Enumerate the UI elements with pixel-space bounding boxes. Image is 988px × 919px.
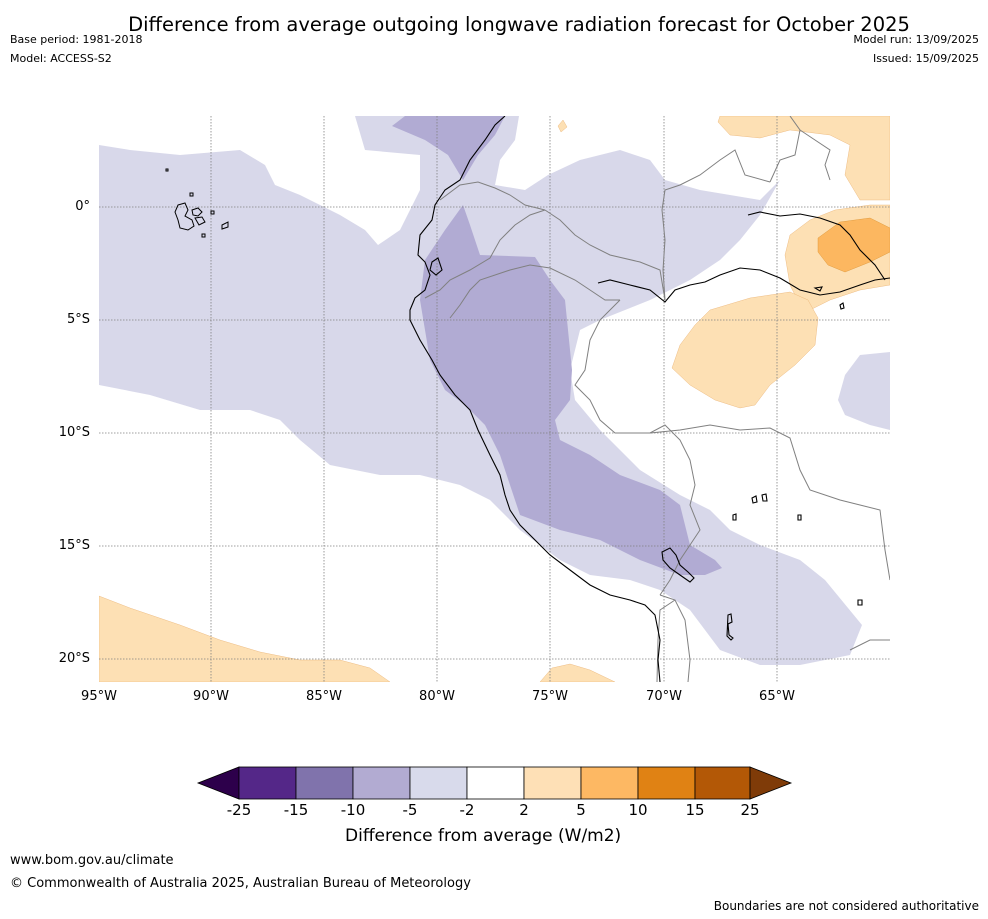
country-borders	[424, 116, 890, 682]
border-brazil-bolivia	[649, 424, 890, 581]
colorbar-bin	[466, 766, 525, 800]
border-bolivia-paraguay	[849, 639, 890, 651]
amazon-river-north	[747, 211, 886, 281]
border-peru-ecuador-inland	[449, 264, 620, 319]
colorbar-bin	[580, 766, 639, 800]
anomaly-region-light-purple-east	[838, 352, 890, 430]
colorbar-tick-label: -5	[402, 801, 418, 819]
border-bolivia-chile	[656, 599, 676, 682]
lon-label-90w: 90°W	[193, 689, 229, 704]
anomaly-region-light-orange-ne	[717, 116, 890, 201]
lon-label-95w: 95°W	[81, 689, 117, 704]
colorbar-bin	[238, 766, 297, 800]
lat-label-15s: 15°S	[58, 538, 90, 553]
lon-label-70w: 70°W	[646, 689, 682, 704]
lake-small-6	[857, 599, 863, 606]
chart-title: Difference from average outgoing longwav…	[128, 13, 910, 36]
colorbar-tick-label: 10	[628, 801, 648, 819]
base-period-label: Base period: 1981-2018	[10, 33, 143, 46]
border-colombia-ecuador	[439, 181, 546, 211]
lake-small-5	[726, 613, 734, 641]
lake-small-4	[797, 514, 802, 521]
anomaly-region-light-orange-sw	[99, 595, 391, 682]
colorbar-bin	[694, 766, 751, 800]
colorbar-tick-label: -15	[283, 801, 309, 819]
colorbar-bin	[295, 766, 354, 800]
coast-pacific-south-america	[409, 116, 661, 682]
border-colombia-peru-brazil	[544, 209, 666, 301]
lat-label-20s: 20°S	[58, 651, 90, 666]
anomaly-region-light-orange-c	[671, 291, 819, 409]
lake-small-1	[751, 495, 758, 504]
footer-url: www.bom.gov.au/climate	[10, 853, 174, 868]
colorbar-tick-label: 5	[576, 801, 586, 819]
coastlines	[409, 116, 890, 682]
lat-label-5s: 5°S	[66, 312, 90, 327]
galapagos-islands	[165, 168, 229, 238]
lat-label-0: 0°	[75, 199, 90, 214]
model-run-label: Model run: 13/09/2025	[853, 33, 979, 46]
graticule	[99, 116, 890, 682]
lon-label-65w: 65°W	[759, 689, 795, 704]
anomaly-region-mid-purple-main	[420, 205, 722, 575]
colorbar-tick-label: 25	[740, 801, 760, 819]
colorbar-tick-label: 15	[685, 801, 705, 819]
border-ecuador-peru	[424, 209, 546, 299]
lake-small-2	[761, 493, 768, 502]
lake-titicaca	[661, 547, 695, 583]
colorbar-tick-label: -2	[459, 801, 475, 819]
lake-small-3	[732, 513, 737, 521]
lon-label-85w: 85°W	[306, 689, 342, 704]
colorbar	[196, 766, 793, 800]
lon-label-80w: 80°W	[419, 689, 455, 704]
border-guyana	[769, 116, 801, 183]
border-colombia-venezuela	[661, 149, 771, 301]
river-island-2	[813, 286, 823, 292]
anomaly-region-light-orange-s	[539, 663, 616, 682]
amazon-river	[597, 267, 890, 303]
footer-copyright: © Commonwealth of Australia 2025, Austra…	[10, 876, 471, 891]
footer-disclaimer: Boundaries are not considered authoritat…	[713, 899, 979, 913]
border-suriname	[799, 129, 831, 181]
anomaly-region-mid-orange	[817, 217, 890, 273]
model-label: Model: ACCESS-S2	[10, 52, 112, 65]
colorbar-tick-label: 2	[519, 801, 529, 819]
colorbar-tick-label: -25	[226, 801, 252, 819]
lat-label-10s: 10°S	[58, 425, 90, 440]
colorbar-bin	[637, 766, 696, 800]
border-peru-brazil	[574, 299, 701, 596]
colorbar-bin	[352, 766, 411, 800]
issued-label: Issued: 15/09/2025	[872, 52, 979, 65]
lon-label-75w: 75°W	[532, 689, 568, 704]
coast-guayaquil-gulf	[429, 257, 443, 276]
map-panel	[99, 116, 890, 682]
colorbar-title: Difference from average (W/m2)	[345, 826, 622, 846]
river-island-1	[839, 302, 845, 310]
colorbar-extend-high	[749, 766, 793, 800]
colorbar-tick-label: -10	[340, 801, 366, 819]
colorbar-extend-low	[196, 766, 240, 800]
colorbar-bin	[523, 766, 582, 800]
anomaly-region-mid-purple-north	[392, 116, 505, 180]
colorbar-bin	[409, 766, 468, 800]
border-peru-bolivia-chile	[659, 594, 691, 682]
anomaly-region-light-orange-small	[557, 119, 568, 133]
